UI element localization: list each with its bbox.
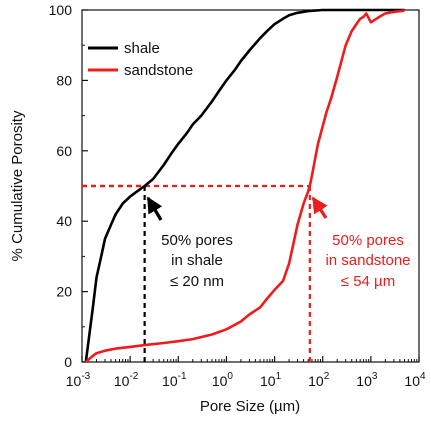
x-tick-label: 100 [212, 371, 234, 389]
x-tick-label: 10-3 [66, 371, 91, 389]
annotation-shale-line-3: ≤ 20 nm [170, 273, 224, 290]
x-tick-label: 104 [404, 371, 426, 389]
annotation-arrow-sandstone [311, 196, 328, 219]
y-tick-label: 80 [56, 72, 72, 88]
series-line-sandstone [84, 9, 405, 363]
annotation-sandstone-line-3: ≤ 54 µm [341, 273, 395, 290]
series-line-shale [84, 8, 405, 363]
y-tick-label: 60 [56, 143, 72, 159]
legend-label-sandstone: sandstone [124, 62, 193, 79]
series-lines [84, 8, 405, 363]
y-axis-title: % Cumulative Porosity [9, 110, 26, 261]
axis-ticks: 10-3 10-2 10-1 100 101 102 103 104 0 20 40 60 80 100 [49, 2, 426, 389]
x-tick-label: 10-1 [162, 371, 187, 389]
y-tick-label: 40 [56, 213, 72, 229]
annotation-arrow-shale [146, 196, 163, 221]
x-tick-label: 10-2 [114, 371, 139, 389]
annotation-sandstone-line-1: 50% pores [332, 232, 404, 249]
annotation-shale-line-1: 50% pores [161, 232, 233, 249]
y-tick-label: 100 [49, 2, 73, 18]
reference-lines [82, 184, 311, 362]
x-tick-label: 102 [308, 371, 330, 389]
legend-label-shale: shale [124, 40, 160, 57]
y-tick-label: 0 [64, 354, 72, 370]
x-tick-label: 103 [356, 371, 378, 389]
annotation-sandstone: 50% pores in sandstone ≤ 54 µm [311, 196, 411, 290]
x-tick-label: 101 [260, 371, 282, 389]
annotation-shale: 50% pores in shale ≤ 20 nm [146, 196, 233, 290]
y-tick-label: 20 [56, 284, 72, 300]
x-axis-title: Pore Size (µm) [200, 398, 300, 415]
legend: shale sandstone [88, 40, 193, 79]
annotation-shale-line-2: in shale [171, 252, 223, 269]
annotation-sandstone-line-2: in sandstone [325, 252, 410, 269]
